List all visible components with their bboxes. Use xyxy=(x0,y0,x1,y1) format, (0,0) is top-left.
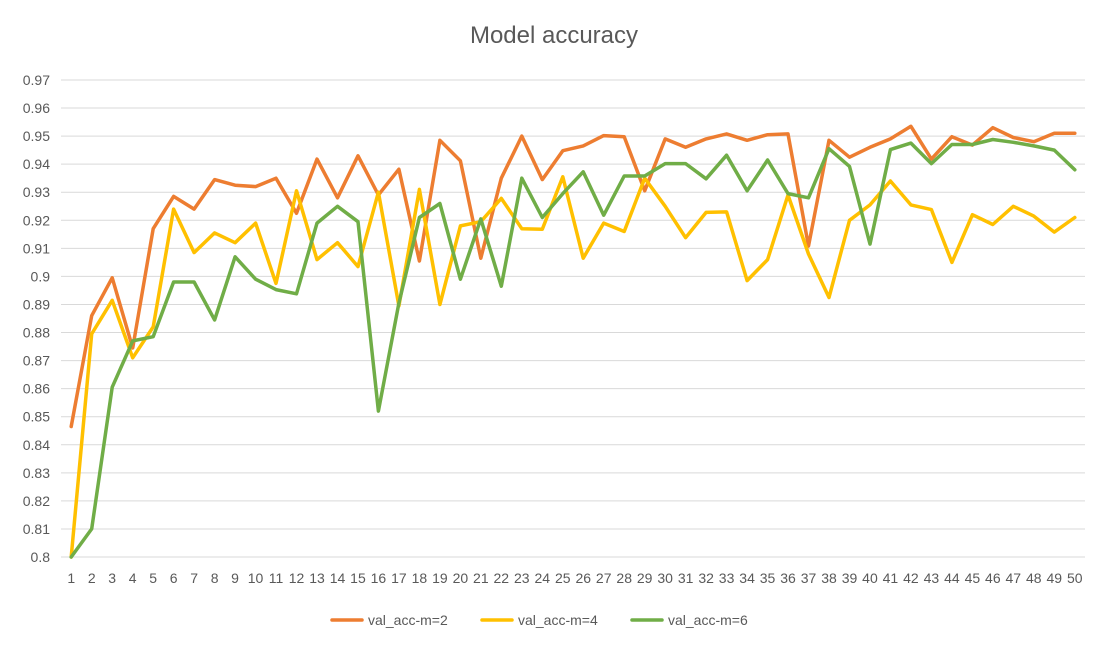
x-tick-label: 49 xyxy=(1046,570,1062,586)
x-tick-label: 19 xyxy=(432,570,448,586)
y-tick-label: 0.82 xyxy=(23,493,50,509)
x-tick-label: 20 xyxy=(453,570,469,586)
x-tick-label: 34 xyxy=(739,570,755,586)
y-axis-ticks: 0.8 0.81 0.82 0.83 0.84 0.85 0.86 0.87 0.88 0.89 0… xyxy=(23,72,50,565)
x-tick-label: 39 xyxy=(842,570,858,586)
y-tick-label: 0.95 xyxy=(23,128,50,144)
x-tick-label: 21 xyxy=(473,570,489,586)
y-tick-label: 0.94 xyxy=(23,156,50,172)
x-tick-label: 40 xyxy=(862,570,878,586)
x-tick-label: 46 xyxy=(985,570,1001,586)
y-tick-label: 0.87 xyxy=(23,353,50,369)
x-tick-label: 48 xyxy=(1026,570,1042,586)
x-tick-label: 15 xyxy=(350,570,366,586)
x-tick-label: 29 xyxy=(637,570,653,586)
x-tick-label: 35 xyxy=(760,570,776,586)
x-tick-label: 32 xyxy=(698,570,714,586)
x-tick-label: 17 xyxy=(391,570,407,586)
x-tick-label: 30 xyxy=(657,570,673,586)
x-tick-label: 14 xyxy=(330,570,346,586)
y-tick-label: 0.96 xyxy=(23,100,50,116)
x-tick-label: 28 xyxy=(616,570,632,586)
x-tick-label: 5 xyxy=(149,570,157,586)
x-tick-label: 36 xyxy=(780,570,796,586)
x-tick-label: 43 xyxy=(924,570,940,586)
chart-title: Model accuracy xyxy=(470,22,638,49)
y-tick-label: 0.93 xyxy=(23,184,50,200)
x-tick-label: 27 xyxy=(596,570,612,586)
series-lines xyxy=(69,124,1077,559)
legend-label: val_acc-m=2 xyxy=(368,612,448,628)
x-tick-label: 12 xyxy=(289,570,305,586)
x-tick-label: 50 xyxy=(1067,570,1083,586)
y-tick-label: 0.81 xyxy=(23,521,50,537)
x-tick-label: 4 xyxy=(129,570,137,586)
series-line-3 xyxy=(69,137,1077,559)
x-tick-label: 38 xyxy=(821,570,837,586)
x-tick-label: 31 xyxy=(678,570,694,586)
x-tick-label: 42 xyxy=(903,570,919,586)
y-tick-label: 0.86 xyxy=(23,381,50,397)
x-tick-label: 44 xyxy=(944,570,960,586)
x-tick-label: 16 xyxy=(371,570,387,586)
y-tick-label: 0.97 xyxy=(23,72,50,88)
y-tick-label: 0.83 xyxy=(23,465,50,481)
legend: val_acc-m=2 val_acc-m=4 val_acc-m=6 xyxy=(330,612,748,628)
x-tick-label: 7 xyxy=(190,570,198,586)
x-tick-label: 13 xyxy=(309,570,325,586)
y-tick-label: 0.84 xyxy=(23,437,50,453)
x-tick-label: 22 xyxy=(494,570,510,586)
x-tick-label: 23 xyxy=(514,570,530,586)
x-tick-label: 1 xyxy=(67,570,75,586)
y-tick-label: 0.89 xyxy=(23,296,50,312)
x-tick-label: 6 xyxy=(170,570,178,586)
y-tick-label: 0.88 xyxy=(23,325,50,341)
x-tick-label: 2 xyxy=(88,570,96,586)
y-tick-label: 0.9 xyxy=(31,268,51,284)
x-tick-label: 41 xyxy=(883,570,899,586)
x-tick-label: 33 xyxy=(719,570,735,586)
x-tick-label: 45 xyxy=(965,570,981,586)
x-tick-label: 9 xyxy=(231,570,239,586)
x-tick-label: 24 xyxy=(534,570,550,586)
x-tick-label: 37 xyxy=(801,570,817,586)
x-axis-ticks: 1 2 3 4 5 6 7 8 9 10 11 12 13 14 15 16 17 18 19 20 21 22 23 24 2… xyxy=(67,570,1082,586)
legend-label: val_acc-m=4 xyxy=(518,612,598,628)
series-line-2 xyxy=(69,175,1077,559)
y-tick-label: 0.91 xyxy=(23,240,50,256)
y-tick-label: 0.92 xyxy=(23,212,50,228)
x-tick-label: 26 xyxy=(575,570,591,586)
x-tick-label: 3 xyxy=(108,570,116,586)
x-tick-label: 11 xyxy=(269,570,284,586)
x-tick-label: 8 xyxy=(211,570,219,586)
x-tick-label: 25 xyxy=(555,570,571,586)
x-tick-label: 18 xyxy=(412,570,428,586)
legend-label: val_acc-m=6 xyxy=(668,612,748,628)
x-tick-label: 47 xyxy=(1006,570,1022,586)
series-line-1 xyxy=(69,124,1077,429)
x-tick-label: 10 xyxy=(248,570,264,586)
y-tick-label: 0.8 xyxy=(31,549,51,565)
y-tick-label: 0.85 xyxy=(23,409,50,425)
